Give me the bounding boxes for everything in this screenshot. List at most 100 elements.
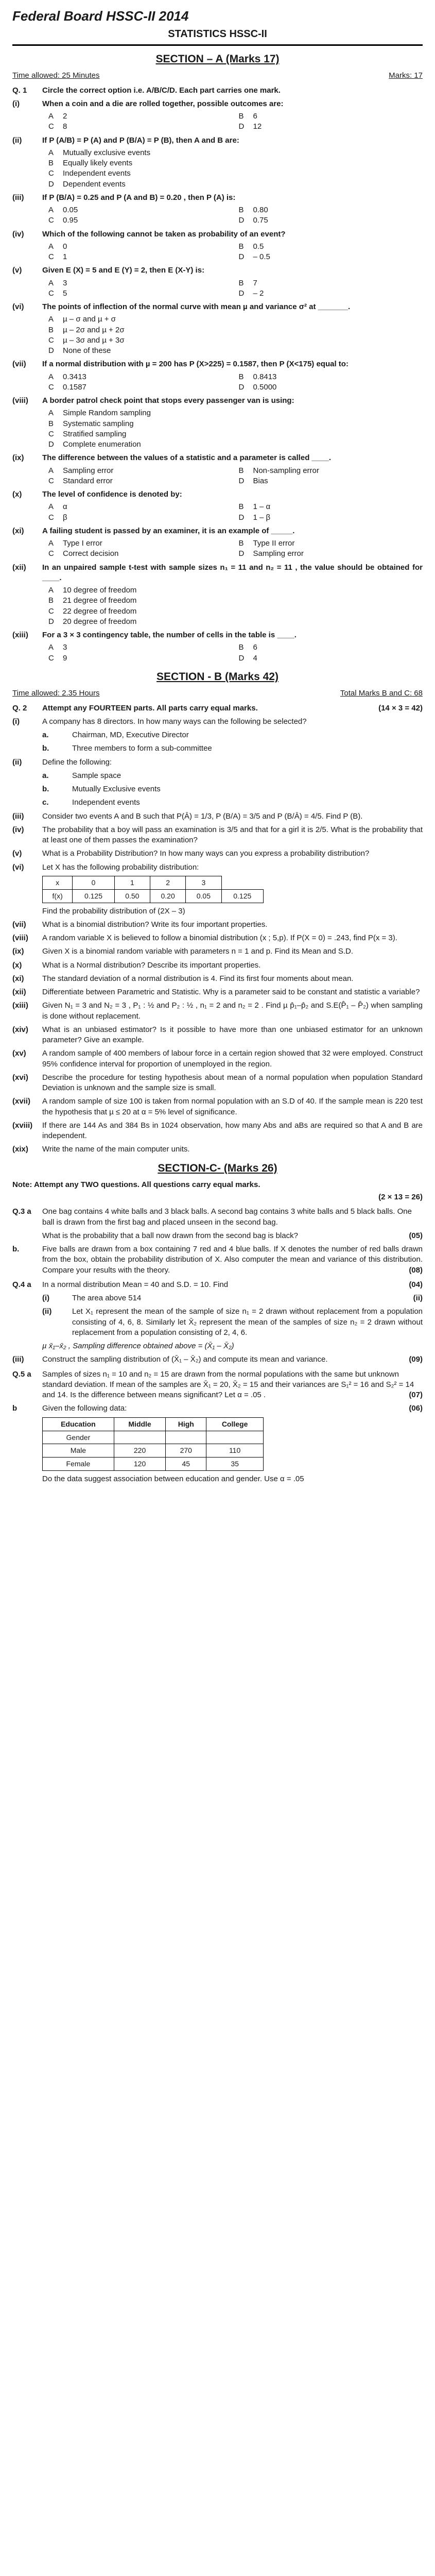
opt-letter: A	[48, 466, 63, 476]
tbl-cell	[114, 1431, 166, 1444]
opt-text: 8	[63, 122, 233, 132]
q2-table-caption: Find the probability distribution of (2X…	[42, 906, 423, 917]
mcq-num: (xii)	[12, 563, 42, 628]
mcq-item: (viii) A border patrol check point that …	[12, 396, 423, 450]
tbl-cell: 35	[206, 1458, 264, 1471]
q2-part-body: Differentiate between Parametric and Sta…	[42, 987, 423, 997]
q2-part-text: Differentiate between Parametric and Sta…	[42, 988, 420, 996]
q3a-label: Q.3 a	[12, 1207, 42, 1241]
q2-part: (viii) A random variable X is believed t…	[12, 933, 423, 943]
opt-letter: C	[48, 513, 63, 523]
mcq-opt: A 0.05	[42, 205, 233, 215]
mcq-opt: B µ – 2σ and µ + 2σ	[42, 325, 423, 335]
opt-text: Simple Random sampling	[63, 408, 423, 418]
opt-letter: B	[48, 419, 63, 429]
mcq-opt: D – 0.5	[233, 252, 423, 262]
q1-label: Q. 1	[12, 86, 42, 96]
mcq-opt: C Stratified sampling	[42, 429, 423, 439]
opt-text: Systematic sampling	[63, 419, 423, 429]
opt-letter: B	[239, 466, 253, 476]
q5b: b Given the following data: (06) Educati…	[12, 1403, 423, 1484]
opt-text: µ – σ and µ + σ	[63, 314, 423, 325]
q2-part: (xvii) A random sample of size 100 is ta…	[12, 1096, 423, 1117]
q4a-label: Q.4 a	[12, 1280, 42, 1352]
q2-part: (ix) Given X is a binomial random variab…	[12, 946, 423, 957]
q2-subpart: c. Independent events	[42, 798, 423, 808]
mcq-opt: C Correct decision	[42, 549, 233, 559]
mcq-item: (xi) A failing student is passed by an e…	[12, 526, 423, 560]
opt-text: 0.3413	[63, 372, 233, 382]
opt-text: Correct decision	[63, 549, 233, 559]
q2-part-num: (xvi)	[12, 1073, 42, 1094]
mcq-opts: A µ – σ and µ + σ B µ – 2σ and µ + 2σ C …	[42, 314, 423, 356]
q3b-label: b.	[12, 1244, 42, 1276]
opt-text: 0	[63, 242, 233, 252]
q3a: Q.3 a One bag contains 4 white balls and…	[12, 1207, 423, 1241]
mcq-item: (i) When a coin and a die are rolled tog…	[12, 99, 423, 132]
tbl-cell: 0.20	[150, 889, 185, 903]
mcq-opt: A 0.3413	[42, 372, 233, 382]
q2-part-num: (xix)	[12, 1144, 42, 1155]
mcq-q: If a normal distribution with µ = 200 ha…	[42, 359, 423, 369]
mcq-item: (vii) If a normal distribution with µ = …	[12, 359, 423, 393]
q2-part-body: The standard deviation of a normal distr…	[42, 974, 423, 984]
opt-letter: B	[239, 538, 253, 549]
q3b-marks: (08)	[409, 1265, 423, 1276]
mcq-num: (vi)	[12, 302, 42, 356]
q2-part-body: What is a Probability Distribution? In h…	[42, 849, 423, 859]
q2-sub-label: a.	[42, 730, 72, 740]
mcq-opt: A 3	[42, 642, 233, 653]
q2-sub-label: c.	[42, 798, 72, 808]
mcq-opt: B Type II error	[233, 538, 423, 549]
q2-part-num: (v)	[12, 849, 42, 859]
mcq-q: The level of confidence is denoted by:	[42, 489, 423, 500]
opt-letter: D	[239, 476, 253, 486]
mcq-opt: D 20 degree of freedom	[42, 617, 423, 627]
opt-letter: A	[48, 111, 63, 122]
opt-text: Bias	[253, 476, 423, 486]
q2-part-body: What is a binomial distribution? Write i…	[42, 920, 423, 930]
q4b-sub-marks: (09)	[409, 1354, 423, 1365]
board-title: Federal Board HSSC-II 2014	[12, 7, 423, 25]
q2-sub-label: b.	[42, 743, 72, 754]
opt-letter: B	[239, 278, 253, 289]
q4a-text: In a normal distribution Mean = 40 and S…	[42, 1280, 228, 1289]
mcq-body: Given E (X) = 5 and E (Y) = 2, then E (X…	[42, 265, 423, 299]
section-a-heading: SECTION – A (Marks 17)	[12, 52, 423, 66]
section-b-heading: SECTION - B (Marks 42)	[12, 670, 423, 684]
q2-part: (ii) Define the following: a. Sample spa…	[12, 757, 423, 808]
section-c-note: Attempt any TWO questions. All questions…	[34, 1180, 260, 1189]
opt-text: 7	[253, 278, 423, 289]
tbl-head: Education	[43, 1417, 114, 1431]
q3b-body: Five balls are drawn from a box containi…	[42, 1244, 423, 1276]
opt-letter: B	[239, 205, 253, 215]
mcq-item: (iv) Which of the following cannot be ta…	[12, 229, 423, 263]
q3a-ask-row: What is the probability that a ball now …	[42, 1231, 423, 1241]
mcq-opts: A 2 B 6 C 8 D 12	[42, 111, 423, 132]
q4b-sub-text: Construct the sampling distribution of (…	[42, 1354, 423, 1365]
tbl-cell: 1	[114, 876, 150, 889]
tbl-cell	[166, 1431, 206, 1444]
q2-part-num: (iii)	[12, 811, 42, 822]
q2-part-text: Let X has the following probability dist…	[42, 863, 199, 872]
q1-instr: Circle the correct option i.e. A/B/C/D. …	[42, 86, 423, 96]
q4a-sub-text: The area above 514 (ii)	[72, 1293, 423, 1303]
q2-part-body: What is a Normal distribution? Describe …	[42, 960, 423, 971]
mcq-opt: C 0.1587	[42, 382, 233, 393]
mcq-item: (vi) The points of inflection of the nor…	[12, 302, 423, 356]
q2-part-text: The probability that a boy will pass an …	[42, 825, 423, 844]
mcq-opt: B 1 – α	[233, 502, 423, 512]
mcq-num: (iv)	[12, 229, 42, 263]
mcq-opt: D 1 – β	[233, 513, 423, 523]
q2-part-text: Define the following:	[42, 758, 112, 767]
q4b-parts: (iii) Construct the sampling distributio…	[12, 1354, 423, 1365]
opt-letter: C	[48, 289, 63, 299]
opt-letter: A	[48, 148, 63, 158]
opt-letter: C	[48, 653, 63, 664]
mcq-body: If a normal distribution with µ = 200 ha…	[42, 359, 423, 393]
q4a-sub-marks: (ii)	[413, 1293, 423, 1303]
mcq-item: (xii) In an unpaired sample t-test with …	[12, 563, 423, 628]
opt-letter: C	[48, 215, 63, 226]
q2-part-num: (viii)	[12, 933, 42, 943]
q5b-label: b	[12, 1403, 42, 1484]
